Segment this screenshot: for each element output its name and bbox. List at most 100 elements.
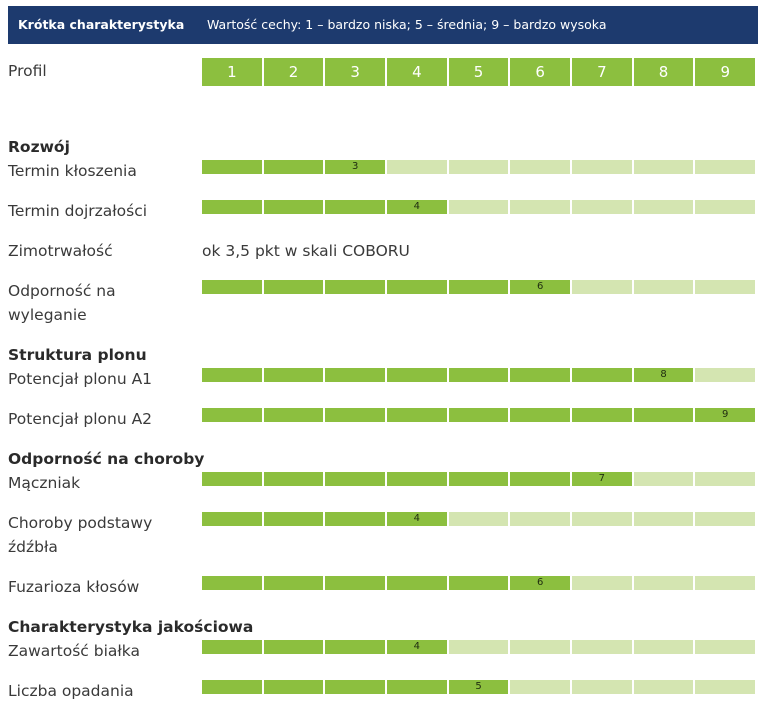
rating-segment (510, 472, 571, 486)
profile-scale-cell: 9 (695, 58, 756, 86)
profile-label: Profil (8, 62, 47, 80)
rating-segment (510, 408, 571, 422)
rating-segment: 7 (572, 472, 632, 486)
profile-scale-cell: 1 (202, 58, 262, 86)
trait-bar-zawartosc-bialka: 4 (202, 640, 756, 654)
trait-bar-potencjal-a1: 8 (202, 368, 756, 382)
rating-segment (202, 200, 262, 214)
rating-segment (695, 280, 756, 294)
rating-segment (263, 512, 324, 526)
rating-segment (448, 576, 509, 590)
rating-segment (325, 576, 386, 590)
rating-segment: 9 (695, 408, 756, 422)
rating-segment (325, 368, 386, 382)
trait-label-odpornosc-wyleganie-line2: wyleganie (8, 306, 87, 324)
rating-segment (202, 160, 262, 174)
rating-segment (695, 368, 756, 382)
trait-bar-choroby-podstawy: 4 (202, 512, 756, 526)
rating-segment: 4 (387, 640, 447, 654)
rating-segment (387, 472, 447, 486)
rating-segment (572, 640, 632, 654)
rating-segment (572, 576, 632, 590)
rating-segment (387, 280, 447, 294)
rating-segment (263, 472, 324, 486)
rating-segment (325, 200, 386, 214)
rating-segment (572, 280, 632, 294)
rating-segment (633, 408, 694, 422)
rating-segment (510, 160, 571, 174)
rating-segment (448, 512, 509, 526)
rating-value-label: 9 (722, 409, 729, 420)
trait-bar-odpornosc-wyleganie: 6 (202, 280, 756, 294)
rating-value-label: 3 (351, 161, 359, 172)
trait-label-liczba-opadania: Liczba opadania (8, 682, 134, 700)
section-rozwoj: Rozwój (8, 138, 70, 156)
rating-segment (448, 368, 509, 382)
rating-segment (263, 408, 324, 422)
rating-segment (695, 472, 756, 486)
rating-segment (510, 640, 571, 654)
rating-segment (572, 200, 632, 214)
trait-label-odpornosc-wyleganie-line1: Odporność na (8, 282, 116, 300)
rating-segment (572, 368, 632, 382)
rating-segment (633, 280, 694, 294)
trait-label-zawartosc-bialka: Zawartość białka (8, 642, 140, 660)
rating-segment (263, 280, 324, 294)
rating-value-label: 4 (413, 201, 421, 212)
trait-label-zimotrwalosc: Zimotrwałość (8, 242, 113, 260)
trait-bar-termin-dojrzalosci: 4 (202, 200, 756, 214)
rating-segment (387, 680, 447, 694)
rating-segment (572, 408, 632, 422)
rating-value-label: 6 (537, 577, 544, 588)
section-struktura-plonu: Struktura plonu (8, 346, 147, 364)
table-header: Krótka charakterystyka Wartość cechy: 1 … (8, 6, 758, 44)
rating-segment (387, 160, 447, 174)
rating-segment (202, 576, 262, 590)
trait-bar-termin-kloszenia: 3 (202, 160, 756, 174)
rating-segment: 6 (510, 280, 571, 294)
rating-segment (325, 640, 386, 654)
rating-value-label: 4 (413, 641, 421, 652)
trait-value-zimotrwalosc: ok 3,5 pkt w skali COBORU (202, 242, 410, 260)
rating-segment (387, 576, 447, 590)
rating-segment (633, 576, 694, 590)
trait-label-potencjal-a2: Potencjał plonu A2 (8, 410, 153, 428)
rating-segment (325, 408, 386, 422)
rating-segment: 3 (325, 160, 386, 174)
rating-segment (263, 640, 324, 654)
trait-label-termin-kloszenia: Termin kłoszenia (8, 162, 137, 180)
trait-label-termin-dojrzalosci: Termin dojrzałości (8, 202, 148, 220)
rating-segment (572, 512, 632, 526)
rating-segment (263, 576, 324, 590)
rating-segment (572, 160, 632, 174)
rating-segment (387, 368, 447, 382)
rating-segment (633, 680, 694, 694)
rating-segment (633, 200, 694, 214)
profile-scale-cell: 6 (510, 58, 571, 86)
profile-scale-cell: 3 (325, 58, 386, 86)
rating-segment (633, 640, 694, 654)
rating-segment (263, 368, 324, 382)
trait-label-choroby-podstawy-line1: Choroby podstawy (8, 514, 153, 532)
rating-segment (202, 512, 262, 526)
rating-segment (695, 512, 756, 526)
rating-segment (510, 368, 571, 382)
rating-segment (202, 280, 262, 294)
rating-segment (387, 408, 447, 422)
rating-segment (510, 200, 571, 214)
trait-label-choroby-podstawy-line2: źdźbła (8, 538, 58, 556)
rating-segment (695, 680, 756, 694)
rating-segment (448, 408, 509, 422)
rating-segment (325, 680, 386, 694)
profile-scale-cell: 8 (633, 58, 694, 86)
rating-segment (633, 160, 694, 174)
rating-segment (448, 640, 509, 654)
rating-segment: 4 (387, 200, 447, 214)
rating-segment (448, 472, 509, 486)
header-legend: Wartość cechy: 1 – bardzo niska; 5 – śre… (207, 17, 607, 32)
trait-label-maczniak: Mączniak (8, 474, 81, 492)
rating-segment (572, 680, 632, 694)
rating-segment (633, 472, 694, 486)
trait-bar-potencjal-a2: 9 (202, 408, 756, 422)
rating-segment (263, 200, 324, 214)
